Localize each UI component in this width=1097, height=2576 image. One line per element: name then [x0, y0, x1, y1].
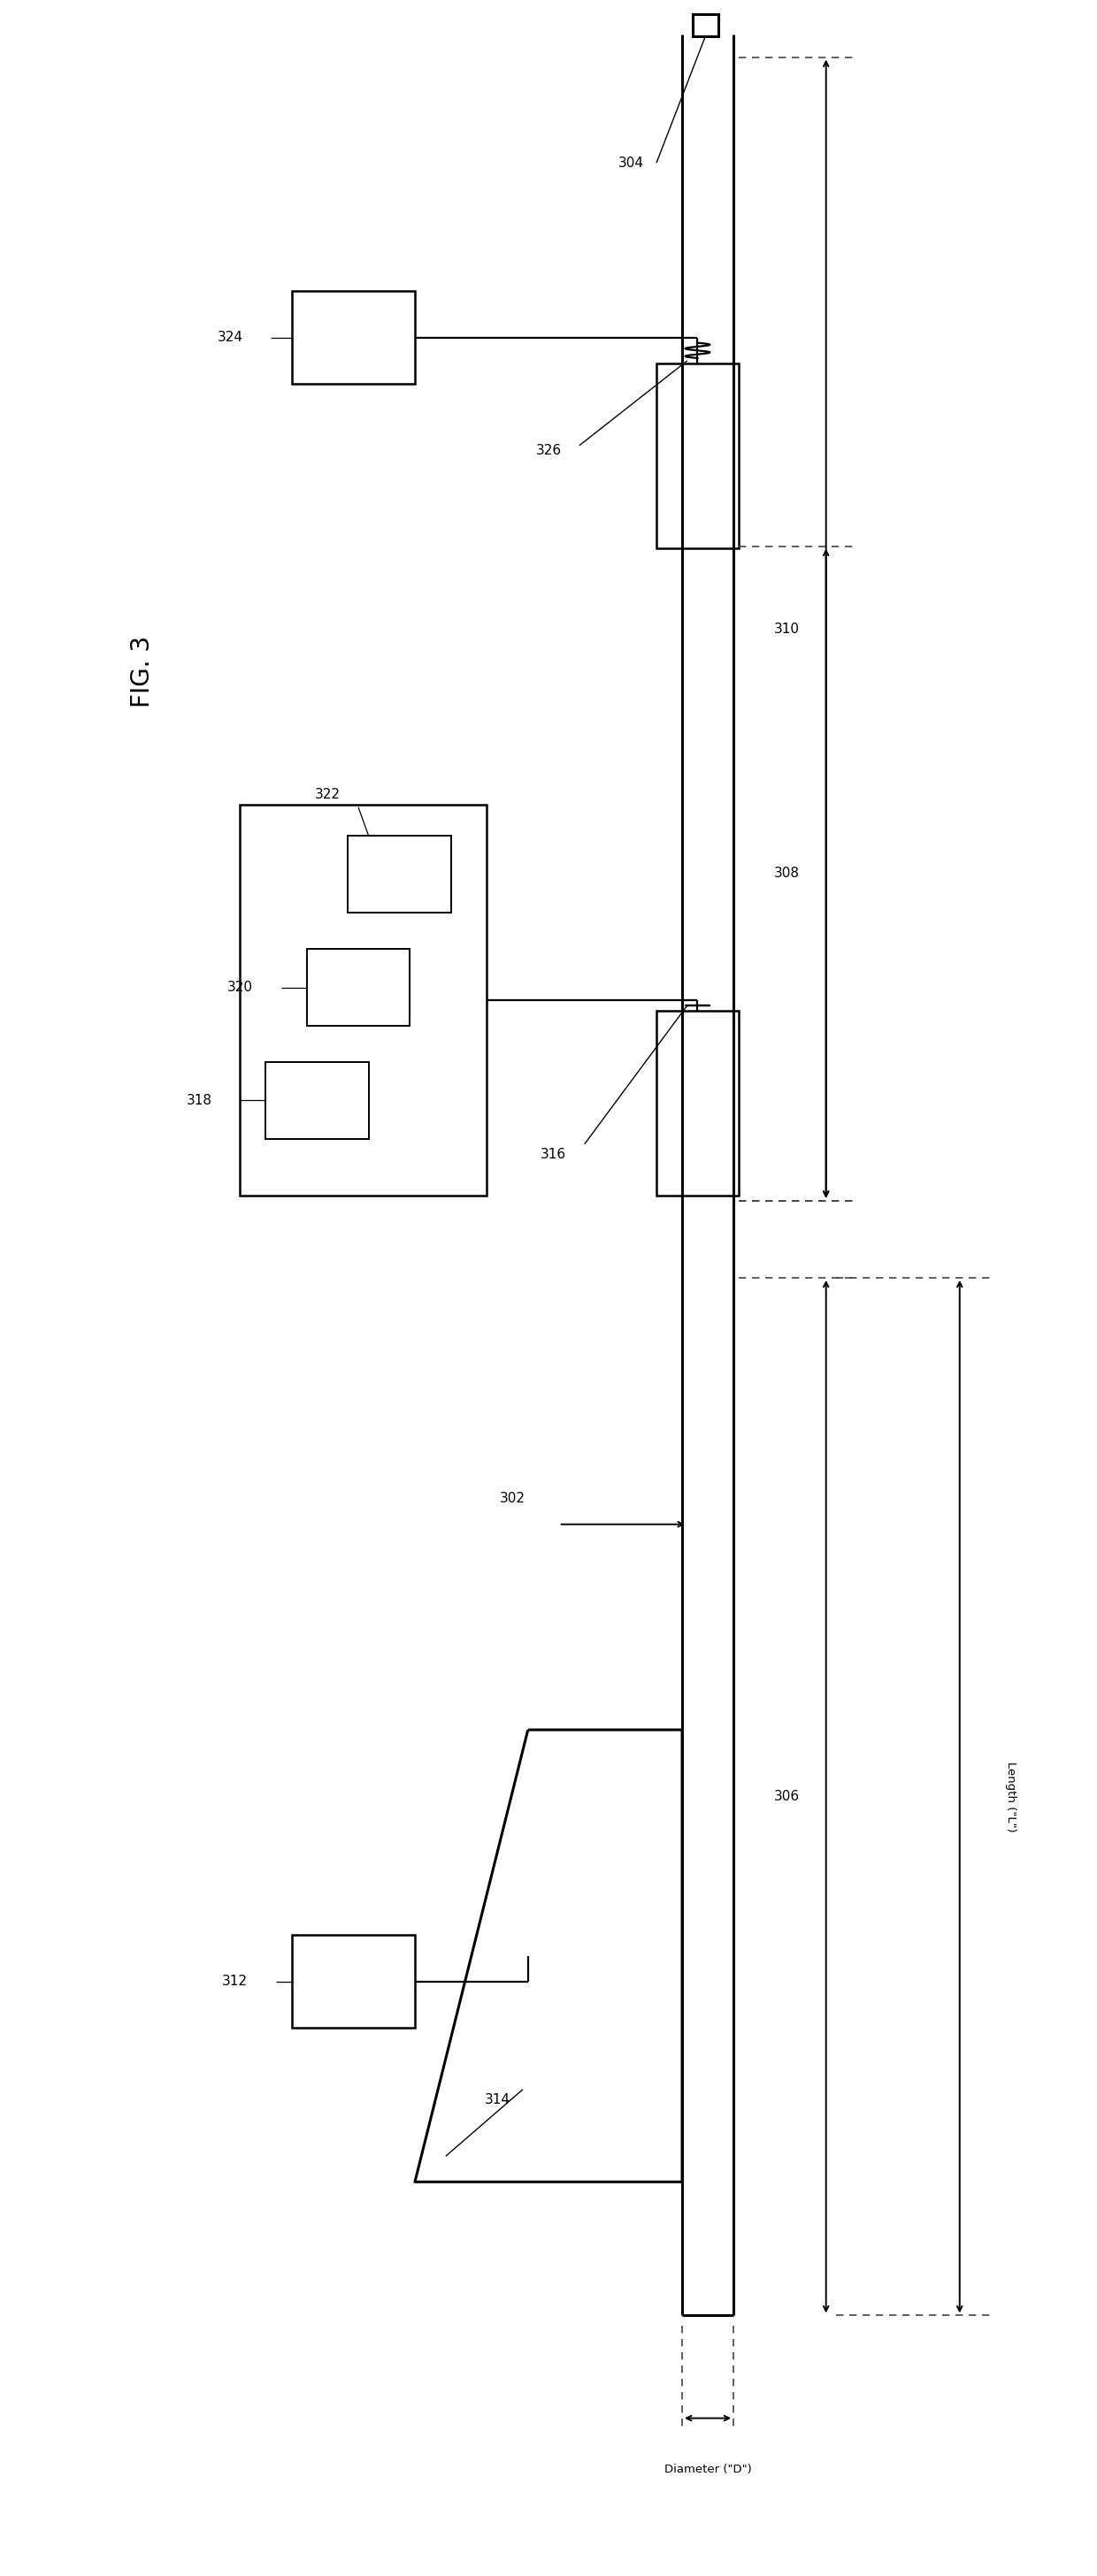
Bar	[656, 363, 738, 549]
Text: 302: 302	[500, 1492, 525, 1504]
Text: 324: 324	[217, 330, 242, 345]
Bar	[265, 1061, 369, 1139]
Text: 318: 318	[186, 1095, 212, 1108]
Text: 308: 308	[774, 866, 800, 881]
Bar	[692, 13, 719, 36]
Text: 326: 326	[535, 443, 562, 459]
Bar	[292, 291, 415, 384]
Text: 314: 314	[484, 2094, 510, 2107]
Text: 310: 310	[774, 623, 800, 636]
Bar	[292, 1935, 415, 2027]
Text: Length ("L"): Length ("L")	[1005, 1762, 1017, 1832]
Text: 306: 306	[774, 1790, 800, 1803]
Text: Diameter ("D"): Diameter ("D")	[664, 2463, 751, 2476]
Bar	[307, 948, 410, 1025]
Bar	[240, 806, 487, 1195]
Text: 304: 304	[618, 157, 644, 170]
Bar	[656, 1010, 738, 1195]
Text: FIG. 3: FIG. 3	[131, 636, 155, 708]
Text: 322: 322	[315, 788, 340, 801]
Text: 320: 320	[227, 981, 253, 994]
Text: 312: 312	[223, 1976, 248, 1989]
Text: 316: 316	[541, 1149, 566, 1162]
Bar	[348, 837, 451, 912]
